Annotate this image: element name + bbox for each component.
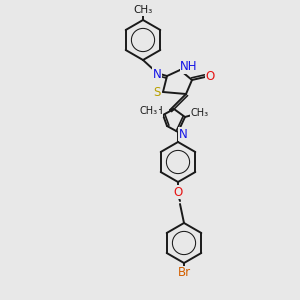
Text: N: N (178, 128, 188, 140)
Text: Br: Br (177, 266, 190, 280)
Text: CH₃: CH₃ (134, 5, 153, 15)
Text: S: S (153, 85, 161, 98)
Text: N: N (153, 68, 161, 80)
Text: O: O (206, 70, 214, 83)
Text: CH₃: CH₃ (191, 108, 209, 118)
Text: NH: NH (180, 61, 198, 74)
Text: H: H (155, 106, 163, 116)
Text: O: O (173, 185, 183, 199)
Text: CH₃: CH₃ (140, 106, 158, 116)
